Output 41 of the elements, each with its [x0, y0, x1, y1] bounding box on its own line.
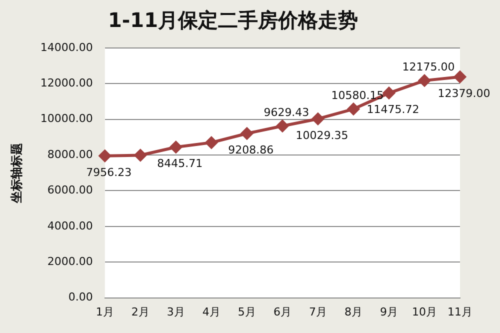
y-tick-label: 8000.00 [47, 148, 93, 161]
y-tick-label: 10000.00 [40, 112, 93, 126]
point [205, 136, 218, 149]
point [98, 150, 111, 162]
point [347, 103, 360, 116]
point [418, 74, 430, 87]
x-tick-label: 5月 [238, 305, 256, 318]
data-label: 10029.35 [296, 128, 348, 142]
x-tick-label: 10月 [412, 305, 437, 318]
y-tick-label: 4000.00 [47, 219, 93, 232]
x-tick-label: 2月 [131, 305, 150, 318]
y-tick-label: 2000.00 [47, 254, 93, 268]
point [382, 87, 395, 100]
data-label: 12175.00 [402, 60, 455, 74]
data-label: 7956.23 [86, 166, 132, 179]
x-tick-label: 6月 [273, 305, 292, 318]
y-tick-label: 12000.00 [40, 76, 93, 90]
x-tick-label: 4月 [202, 305, 220, 318]
x-tick-label: 7月 [308, 305, 327, 318]
y-tick-label: 0.00 [68, 290, 93, 304]
point [240, 127, 253, 140]
x-tick-label: 3月 [166, 305, 185, 318]
data-label: 8445.71 [157, 157, 203, 170]
x-tick-label: 1月 [96, 305, 114, 318]
point [170, 141, 182, 154]
data-label: 10580.15 [331, 89, 384, 102]
point [276, 120, 288, 132]
x-tick-label: 9月 [380, 305, 398, 318]
data-label: 11475.72 [366, 103, 420, 116]
chart-title: 1-11月保定二手房价格走势 [108, 8, 358, 32]
y-tick-label: 6000.00 [47, 184, 93, 197]
data-label: 9629.43 [264, 106, 310, 119]
x-tick-label: 8月 [344, 305, 362, 318]
point [312, 112, 324, 125]
point [134, 149, 146, 162]
y-axis-title: 坐标轴标题 [9, 142, 24, 204]
data-label: 9208.86 [228, 143, 274, 156]
y-tick-label: 14000.00 [40, 40, 93, 54]
point [454, 70, 466, 83]
x-tick-label: 11月 [448, 305, 472, 318]
data-label: 12379.00 [438, 86, 490, 100]
